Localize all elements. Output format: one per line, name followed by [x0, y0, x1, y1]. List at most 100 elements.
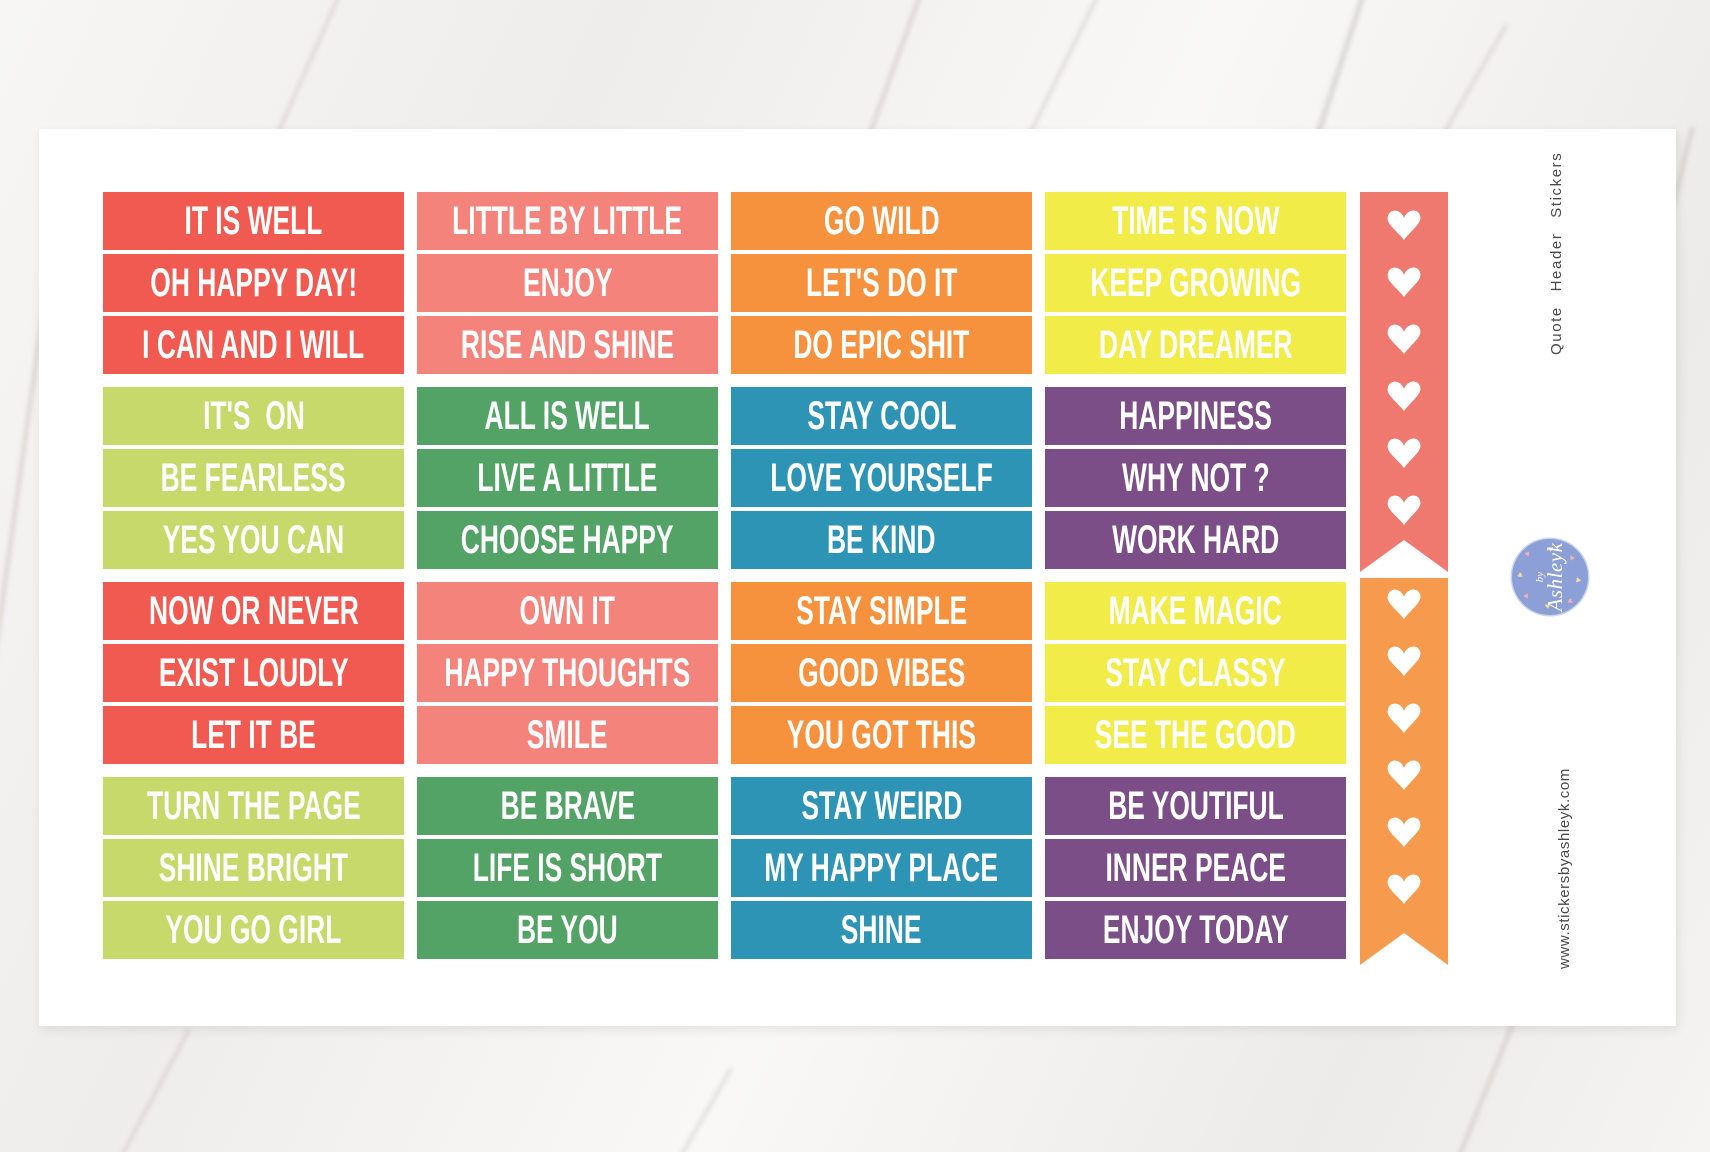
heart-icon — [1381, 810, 1427, 854]
quote-sticker-label: YES YOU CAN — [162, 518, 345, 562]
heart-icon — [1381, 639, 1427, 683]
quote-sticker: MAKE MAGIC — [1045, 582, 1346, 640]
quote-sticker-label: BE YOUTIFUL — [1107, 784, 1284, 828]
quote-sticker: OH HAPPY DAY! — [103, 254, 404, 312]
quote-sticker-label: STAY COOL — [806, 394, 957, 438]
quote-sticker: DAY DREAMER — [1045, 316, 1346, 374]
quote-sticker-label: YOU GOT THIS — [786, 713, 977, 757]
quote-sticker: LIVE A LITTLE — [417, 449, 718, 507]
quote-sticker: OWN IT — [417, 582, 718, 640]
quote-sticker-label: SHINE — [841, 908, 922, 952]
heart-icon — [1381, 203, 1427, 247]
quote-sticker: NOW OR NEVER — [103, 582, 404, 640]
quote-sticker: YES YOU CAN — [103, 511, 404, 569]
quote-sticker-label: OH HAPPY DAY! — [150, 261, 357, 305]
quote-sticker-label: IT'S ON — [202, 394, 305, 438]
marble-vein — [1446, 1015, 1518, 1152]
sticker-sheet: IT IS WELL LITTLE BY LITTLE GO WILD TIME IS… — [39, 129, 1676, 1026]
quote-sticker: LET'S DO IT — [731, 254, 1032, 312]
quote-sticker-label: NOW OR NEVER — [148, 589, 359, 633]
quote-sticker: DO EPIC SHIT — [731, 316, 1032, 374]
quote-sticker-label: INNER PEACE — [1105, 846, 1286, 890]
quote-sticker-label: RISE AND SHINE — [460, 323, 675, 367]
quote-sticker-label: STAY CLASSY — [1105, 651, 1286, 695]
heart-icon — [1381, 582, 1427, 626]
brand-logo-badge: ♥ ♥ ♥ ♥ ♥ ♥ ♥ ♥ by Ashleyk — [1512, 539, 1588, 615]
vertical-website-url: www.stickersbyashleyk.com — [1556, 768, 1573, 969]
quote-sticker-label: ENJOY — [522, 261, 613, 305]
quote-sticker-label: GO WILD — [823, 199, 940, 243]
quote-sticker-label: BE KIND — [827, 518, 936, 562]
quote-sticker-label: LIVE A LITTLE — [477, 456, 658, 500]
quote-sticker-label: SMILE — [527, 713, 608, 757]
quote-sticker: STAY COOL — [731, 387, 1032, 445]
marble-vein — [670, 1067, 733, 1152]
quote-sticker: SHINE BRIGHT — [103, 839, 404, 897]
quote-sticker-label: YOU GO GIRL — [165, 908, 342, 952]
quote-sticker-label: DAY DREAMER — [1098, 323, 1293, 367]
heart-icon — [1381, 260, 1427, 304]
quote-sticker-label: LET'S DO IT — [805, 261, 958, 305]
quote-sticker-label: MAKE MAGIC — [1108, 589, 1283, 633]
quote-sticker-label: GOOD VIBES — [797, 651, 966, 695]
heart-icon — [1381, 374, 1427, 418]
quote-sticker: HAPPINESS — [1045, 387, 1346, 445]
quote-sticker: SMILE — [417, 706, 718, 764]
quote-sticker: BE YOUTIFUL — [1045, 777, 1346, 835]
logo-name-text: Ashleyk — [1542, 542, 1567, 612]
quote-sticker-label: LET IT BE — [191, 713, 316, 757]
quote-sticker-label: BE BRAVE — [500, 784, 635, 828]
quote-sticker: YOU GO GIRL — [103, 901, 404, 959]
heart-icon — [1381, 867, 1427, 911]
heart-icon — [1381, 488, 1427, 532]
quote-sticker: TIME IS NOW — [1045, 192, 1346, 250]
quote-sticker-label: MY HAPPY PLACE — [764, 846, 999, 890]
logo-rotated-text: by Ashleyk — [1512, 539, 1588, 615]
heart-icon — [1381, 431, 1427, 475]
quote-sticker-label: ALL IS WELL — [484, 394, 651, 438]
quote-sticker-label: OWN IT — [519, 589, 616, 633]
quote-sticker: STAY WEIRD — [731, 777, 1032, 835]
quote-sticker: RISE AND SHINE — [417, 316, 718, 374]
quote-sticker: SHINE — [731, 901, 1032, 959]
quote-sticker: ENJOY — [417, 254, 718, 312]
quote-sticker-label: SEE THE GOOD — [1095, 713, 1296, 757]
quote-sticker: LET IT BE — [103, 706, 404, 764]
quote-sticker-label: TIME IS NOW — [1111, 199, 1280, 243]
heart-icon — [1381, 753, 1427, 797]
quote-sticker: KEEP GROWING — [1045, 254, 1346, 312]
quote-sticker: HAPPY THOUGHTS — [417, 644, 718, 702]
quote-sticker-label: BE FEARLESS — [161, 456, 346, 500]
quote-sticker: YOU GOT THIS — [731, 706, 1032, 764]
quote-sticker-label: LIFE IS SHORT — [472, 846, 663, 890]
quote-sticker: STAY CLASSY — [1045, 644, 1346, 702]
quote-sticker-label: CHOOSE HAPPY — [461, 518, 674, 562]
quote-sticker: CHOOSE HAPPY — [417, 511, 718, 569]
quote-sticker-label: ENJOY TODAY — [1102, 908, 1289, 952]
quote-sticker: BE YOU — [417, 901, 718, 959]
quote-sticker: INNER PEACE — [1045, 839, 1346, 897]
quote-sticker-label: WORK HARD — [1111, 518, 1280, 562]
quote-sticker: I CAN AND I WILL — [103, 316, 404, 374]
quote-sticker: MY HAPPY PLACE — [731, 839, 1032, 897]
quote-sticker: ENJOY TODAY — [1045, 901, 1346, 959]
quote-sticker-label: LITTLE BY LITTLE — [452, 199, 683, 243]
quote-sticker-label: STAY SIMPLE — [795, 589, 968, 633]
quote-sticker: WORK HARD — [1045, 511, 1346, 569]
marble-vein — [112, 1028, 191, 1152]
quote-sticker: LIFE IS SHORT — [417, 839, 718, 897]
quote-sticker: SEE THE GOOD — [1045, 706, 1346, 764]
quote-sticker: BE KIND — [731, 511, 1032, 569]
quote-sticker: EXIST LOUDLY — [103, 644, 404, 702]
quote-sticker-label: WHY NOT ? — [1121, 456, 1270, 500]
quote-sticker: IT'S ON — [103, 387, 404, 445]
quote-sticker-label: HAPPINESS — [1119, 394, 1272, 438]
quote-sticker: GOOD VIBES — [731, 644, 1032, 702]
coral-heart-banner — [1360, 192, 1448, 572]
quote-sticker-label: STAY WEIRD — [801, 784, 962, 828]
orange-heart-banner — [1360, 578, 1448, 965]
quote-sticker-label: EXIST LOUDLY — [158, 651, 349, 695]
quote-sticker-label: BE YOU — [517, 908, 618, 952]
quote-sticker: LOVE YOURSELF — [731, 449, 1032, 507]
